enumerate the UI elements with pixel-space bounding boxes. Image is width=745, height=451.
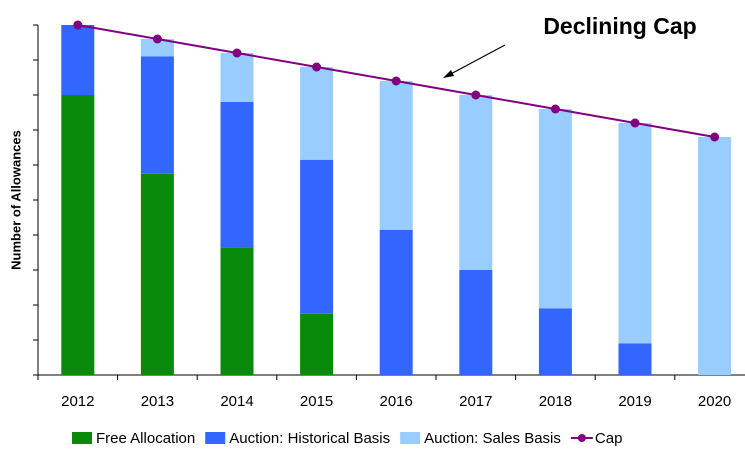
cap-point [73,20,83,30]
annotation: Declining Cap [543,13,696,39]
cap-point [710,132,720,142]
x-tick-label: 2014 [220,393,253,410]
bar [698,137,732,375]
cap-point [152,34,162,44]
bar [300,159,334,314]
bar [140,56,174,174]
legend-swatch [400,432,421,444]
bar [538,109,572,309]
legend-swatch [72,432,92,444]
bar [618,343,652,375]
legend-label: Auction: Historical Basis [229,430,390,447]
legend-marker [577,434,586,442]
bar [618,123,652,344]
x-tick-label: 2017 [459,393,492,410]
legend-label: Auction: Sales Basis [424,430,561,447]
x-tick-label: 2019 [618,393,651,410]
bar [220,102,254,248]
cap-point [232,48,242,58]
x-tick-label: 2020 [698,393,731,410]
y-axis-label: Number of Allowances [8,130,23,270]
legend-label: Free Allocation [96,430,195,447]
arrow-head [443,70,454,78]
x-tick-label: 2018 [539,393,572,410]
x-tick-label: 2013 [141,393,174,410]
legend-swatch [205,432,226,444]
bar [140,173,174,375]
bar [220,53,254,102]
bar [379,81,413,230]
bar [61,95,95,375]
bar [300,313,334,375]
bar [538,308,572,375]
cap-point [550,104,560,114]
bar [140,39,174,57]
bar [459,95,493,270]
annotation-arrow [446,44,506,77]
cap-point [630,118,640,128]
bar [220,247,254,375]
cap-point [391,76,401,86]
bar [300,67,334,160]
bar [61,25,95,95]
legend-label: Cap [595,430,623,447]
cap-point [471,90,481,100]
bar [379,229,413,375]
cap-point [312,62,322,72]
x-tick-label: 2016 [380,393,413,410]
x-tick-label: 2015 [300,393,333,410]
x-tick-label: 2012 [61,393,94,410]
bar [459,270,493,375]
